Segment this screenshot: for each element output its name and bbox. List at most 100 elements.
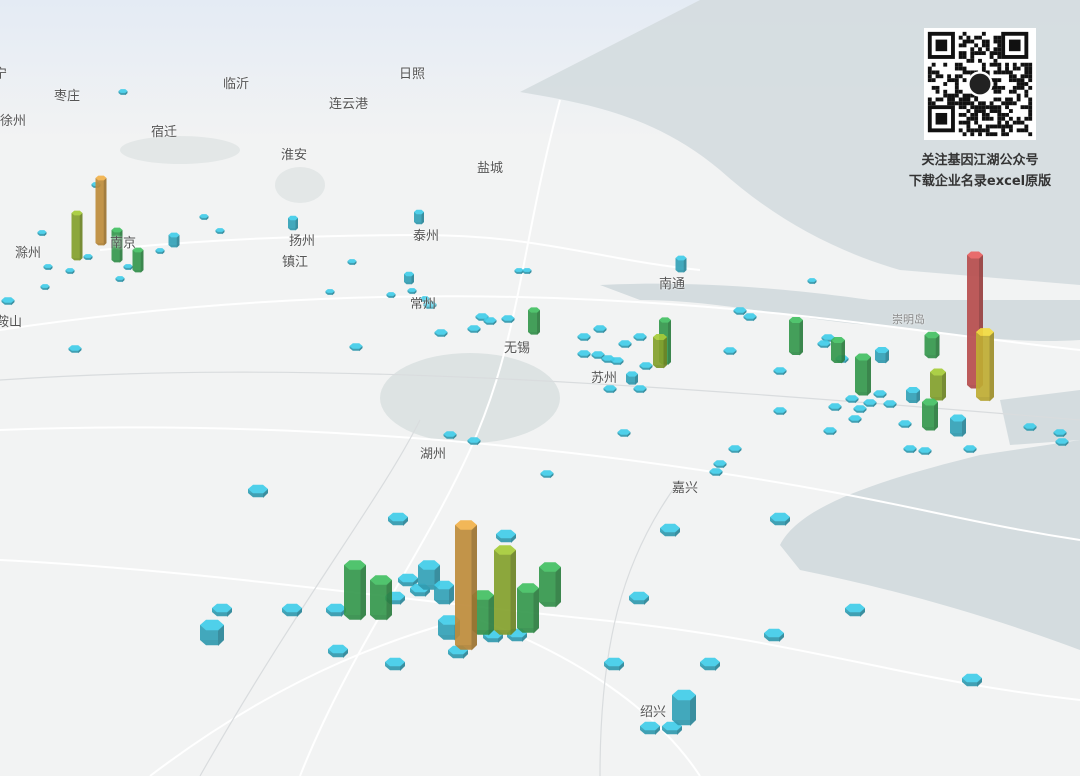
hex-cell[interactable] <box>604 657 624 671</box>
hex-cell[interactable] <box>610 357 624 366</box>
data-column[interactable] <box>789 317 803 356</box>
data-column[interactable] <box>414 209 424 225</box>
hex-cell[interactable] <box>398 573 418 587</box>
hex-cell[interactable] <box>43 264 53 271</box>
hex-cell[interactable] <box>65 268 75 275</box>
hex-cell[interactable] <box>863 399 877 408</box>
hex-cell[interactable] <box>848 415 862 424</box>
hex-cell[interactable] <box>83 254 93 261</box>
data-column[interactable] <box>855 353 871 397</box>
data-column[interactable] <box>517 583 539 634</box>
hex-cell[interactable] <box>617 429 631 438</box>
hex-cell[interactable] <box>501 315 515 324</box>
hex-cell[interactable] <box>123 264 133 271</box>
hex-cell[interactable] <box>385 657 405 671</box>
hex-cell[interactable] <box>770 512 790 526</box>
hex-cell[interactable] <box>828 403 842 412</box>
hex-cell[interactable] <box>660 523 680 537</box>
data-column[interactable] <box>95 175 107 246</box>
hex-cell[interactable] <box>918 447 932 456</box>
hex-cell[interactable] <box>629 591 649 605</box>
qr-code[interactable] <box>924 28 1036 140</box>
hex-cell[interactable] <box>325 289 335 296</box>
hex-cell[interactable] <box>709 468 723 477</box>
hex-cell[interactable] <box>282 603 302 617</box>
hex-cell[interactable] <box>215 228 225 235</box>
hex-cell[interactable] <box>496 529 516 543</box>
hex-cell[interactable] <box>591 351 605 360</box>
hex-cell[interactable] <box>633 333 647 342</box>
hex-cell[interactable] <box>212 603 232 617</box>
data-column[interactable] <box>831 337 845 364</box>
hex-cell[interactable] <box>349 343 363 352</box>
hex-cell[interactable] <box>420 296 430 303</box>
data-column[interactable] <box>200 619 224 646</box>
data-column[interactable] <box>922 398 938 432</box>
hex-cell[interactable] <box>407 288 417 295</box>
hex-cell[interactable] <box>115 276 125 283</box>
data-column[interactable] <box>924 331 940 359</box>
hex-cell[interactable] <box>733 307 747 316</box>
hex-cell[interactable] <box>603 385 617 394</box>
hex-cell[interactable] <box>1055 438 1069 447</box>
data-column[interactable] <box>675 255 687 273</box>
hex-cell[interactable] <box>388 512 408 526</box>
data-column[interactable] <box>626 371 638 385</box>
hex-cell[interactable] <box>845 395 859 404</box>
hex-cell[interactable] <box>700 657 720 671</box>
hex-cell[interactable] <box>540 470 554 479</box>
hex-cell[interactable] <box>347 259 357 266</box>
hex-cell[interactable] <box>662 721 682 735</box>
hex-cell[interactable] <box>903 445 917 454</box>
hex-cell[interactable] <box>764 628 784 642</box>
data-column[interactable] <box>930 368 946 402</box>
hex-cell[interactable] <box>898 420 912 429</box>
hex-cell[interactable] <box>1023 423 1037 432</box>
hex-cell[interactable] <box>434 329 448 338</box>
hex-cell[interactable] <box>37 230 47 237</box>
hex-cell[interactable] <box>773 367 787 376</box>
hex-cell[interactable] <box>823 427 837 436</box>
data-column[interactable] <box>434 580 454 605</box>
data-column[interactable] <box>71 210 83 261</box>
hex-cell[interactable] <box>443 431 457 440</box>
data-column[interactable] <box>494 545 516 636</box>
data-column[interactable] <box>950 414 966 438</box>
hex-cell[interactable] <box>633 385 647 394</box>
hex-cell[interactable] <box>248 484 268 498</box>
data-column[interactable] <box>288 215 298 231</box>
hex-cell[interactable] <box>743 313 757 322</box>
hex-cell[interactable] <box>423 301 437 310</box>
hex-cell[interactable] <box>155 248 165 255</box>
hex-cell[interactable] <box>817 340 831 349</box>
data-column[interactable] <box>906 387 920 404</box>
data-column[interactable] <box>539 562 561 608</box>
data-column[interactable] <box>132 247 144 273</box>
hex-cell[interactable] <box>845 603 865 617</box>
hex-cell[interactable] <box>773 407 787 416</box>
hex-cell[interactable] <box>593 325 607 334</box>
hex-cell[interactable] <box>1053 429 1067 438</box>
hex-cell[interactable] <box>723 347 737 356</box>
hex-cell[interactable] <box>467 437 481 446</box>
data-column[interactable] <box>672 689 696 726</box>
hex-cell[interactable] <box>807 278 817 285</box>
hex-cell[interactable] <box>507 628 527 642</box>
data-column[interactable] <box>472 590 494 636</box>
hex-cell[interactable] <box>639 362 653 371</box>
hex-cell[interactable] <box>467 325 481 334</box>
data-column[interactable] <box>653 334 667 369</box>
hex-cell[interactable] <box>522 268 532 275</box>
hex-cell[interactable] <box>1 297 15 306</box>
hex-cell[interactable] <box>640 721 660 735</box>
data-column[interactable] <box>875 347 889 364</box>
hex-cell[interactable] <box>883 400 897 409</box>
hex-cell[interactable] <box>199 214 209 221</box>
hex-cell[interactable] <box>40 284 50 291</box>
hex-cell[interactable] <box>386 292 396 299</box>
hex-cell[interactable] <box>728 445 742 454</box>
data-column[interactable] <box>455 520 477 651</box>
data-column[interactable] <box>344 560 366 621</box>
hex-cell[interactable] <box>962 673 982 687</box>
